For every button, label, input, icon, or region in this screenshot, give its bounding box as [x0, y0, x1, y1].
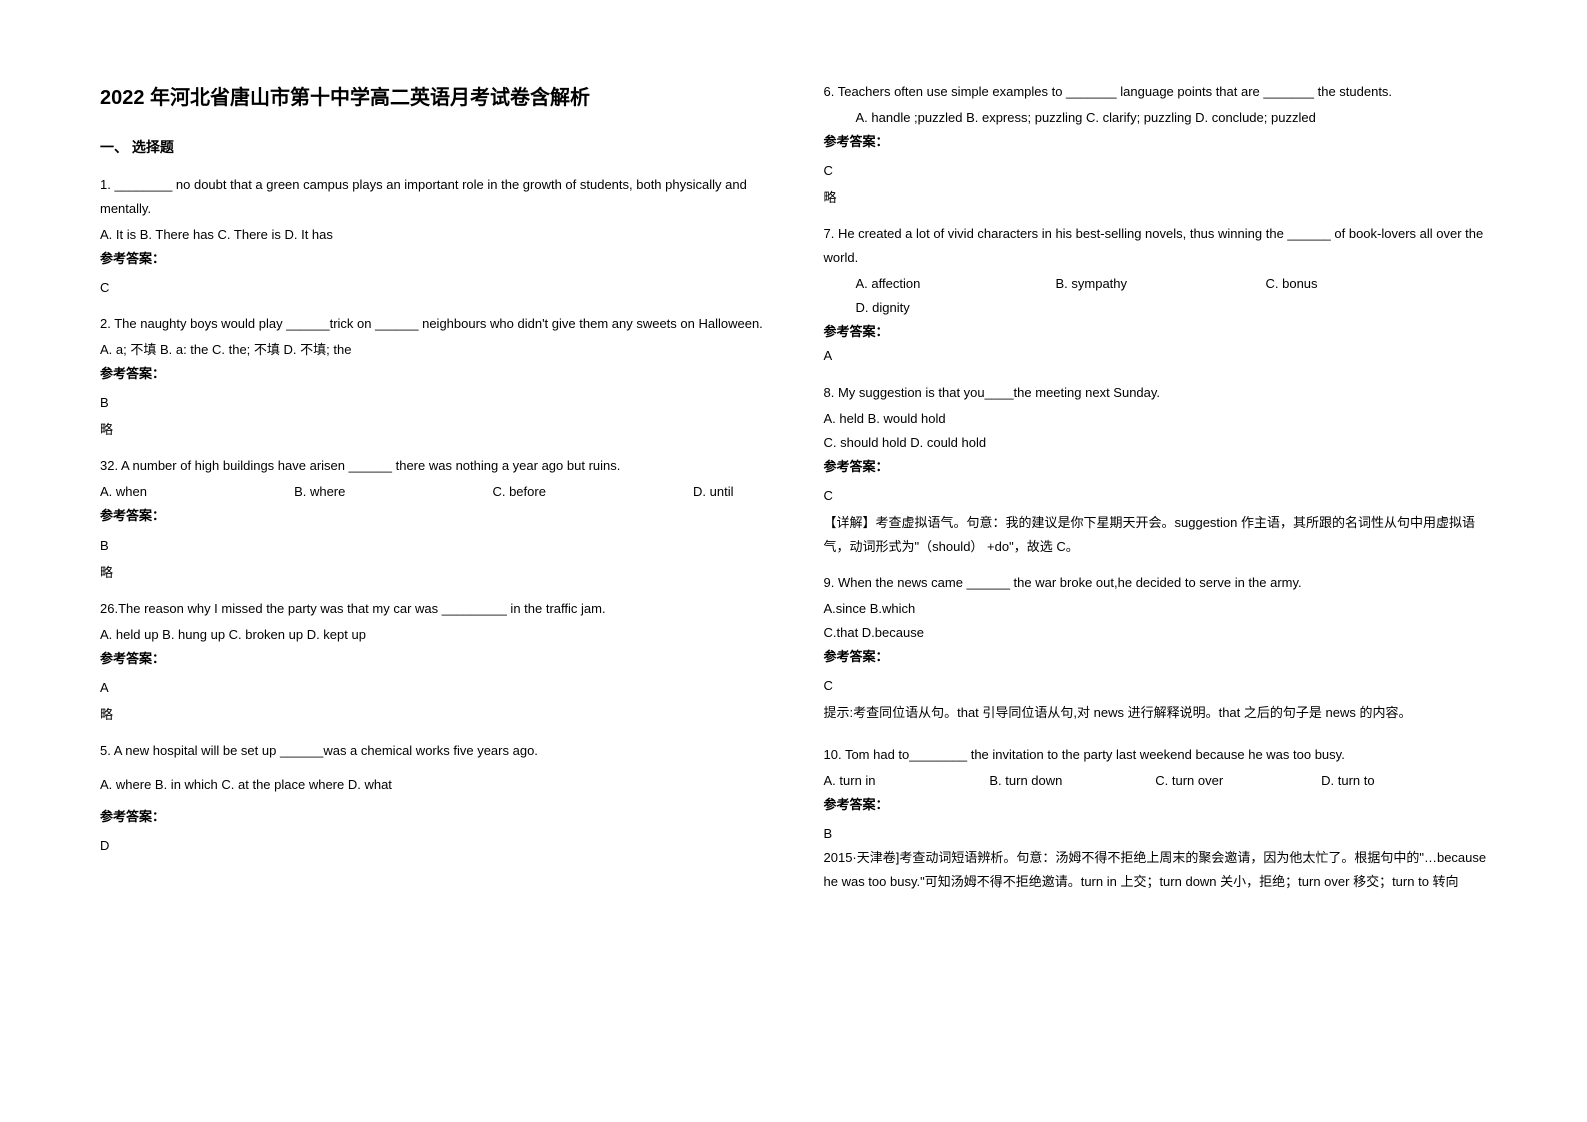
question-options: A. handle ;puzzled B. express; puzzling …	[824, 106, 1488, 130]
option-d: D. turn to	[1321, 769, 1487, 793]
option-b: B. turn down	[989, 769, 1155, 793]
option-c: C. bonus	[1266, 272, 1426, 296]
answer-label: 参考答案：	[100, 247, 764, 271]
answer-letter: A	[100, 676, 764, 700]
answer-explanation: 提示:考查同位语从句。that 引导同位语从句,对 news 进行解释说明。th…	[824, 701, 1488, 725]
answer-letter: B	[100, 534, 764, 558]
option-d: D. until	[693, 480, 733, 504]
answer-letter: D	[100, 834, 764, 858]
answer-letter: A	[824, 348, 833, 363]
question-block: 1. ________ no doubt that a green campus…	[100, 173, 764, 300]
option-a: A. turn in	[824, 769, 990, 793]
question-stem: 1. ________ no doubt that a green campus…	[100, 173, 764, 221]
option-a: A. affection	[856, 272, 1056, 296]
answer-label: 参考答案：	[824, 320, 1488, 344]
option-b: B. where	[294, 480, 345, 504]
answer-letter: B	[100, 391, 764, 415]
left-column: 2022 年河北省唐山市第十中学高二英语月考试卷含解析 一、 选择题 1. __…	[100, 80, 764, 1082]
question-options: A. a; 不填 B. a: the C. the; 不填 D. 不填; the	[100, 338, 764, 362]
option-b: B. sympathy	[1056, 272, 1266, 296]
question-block: 7. He created a lot of vivid characters …	[824, 222, 1488, 368]
question-block: 10. Tom had to________ the invitation to…	[824, 743, 1488, 894]
question-stem: 10. Tom had to________ the invitation to…	[824, 743, 1488, 767]
answer-letter: C	[100, 276, 764, 300]
answer-letter: B	[824, 822, 1488, 846]
section-heading: 一、 选择题	[100, 135, 764, 161]
answer-label: 参考答案：	[824, 645, 1488, 669]
question-block: 8. My suggestion is that you____the meet…	[824, 381, 1488, 559]
answer-brief: 略	[100, 561, 764, 585]
question-options: A. turn in B. turn down C. turn over D. …	[824, 769, 1488, 793]
question-stem: 7. He created a lot of vivid characters …	[824, 222, 1488, 270]
answer-letter: C	[824, 159, 1488, 183]
question-block: 32. A number of high buildings have aris…	[100, 454, 764, 584]
question-stem: 26.The reason why I missed the party was…	[100, 597, 764, 621]
question-stem: 5. A new hospital will be set up ______w…	[100, 739, 764, 763]
question-options-row: A.since B.which	[824, 597, 1488, 621]
question-stem: 32. A number of high buildings have aris…	[100, 454, 764, 478]
answer-label: 参考答案：	[824, 130, 1488, 154]
question-options-row: C.that D.because	[824, 621, 1488, 645]
document-title: 2022 年河北省唐山市第十中学高二英语月考试卷含解析	[100, 80, 764, 117]
question-stem: 6. Teachers often use simple examples to…	[824, 80, 1488, 104]
answer-letter: C	[824, 484, 1488, 508]
right-column: 6. Teachers often use simple examples to…	[824, 80, 1488, 1082]
question-options: A. when B. where C. before D. until	[100, 480, 764, 504]
question-options-row: C. should hold D. could hold	[824, 431, 1488, 455]
answer-brief: 略	[100, 703, 764, 727]
answer-label: 参考答案：	[824, 455, 1488, 479]
answer-letter: C	[824, 674, 1488, 698]
question-options: A. affection B. sympathy C. bonus	[824, 272, 1488, 296]
question-block: 5. A new hospital will be set up ______w…	[100, 739, 764, 858]
question-block: 2. The naughty boys would play ______tri…	[100, 312, 764, 442]
question-block: 26.The reason why I missed the party was…	[100, 597, 764, 727]
option-d: D. dignity	[824, 296, 1488, 320]
answer-explanation: 【详解】考查虚拟语气。句意：我的建议是你下星期天开会。suggestion 作主…	[824, 511, 1488, 559]
question-block: 9. When the news came ______ the war bro…	[824, 571, 1488, 725]
question-options: A. where B. in which C. at the place whe…	[100, 773, 764, 797]
option-a: A. when	[100, 480, 147, 504]
answer-brief: 略	[824, 186, 1488, 210]
answer-explanation: 2015·天津卷]考查动词短语辨析。句意：汤姆不得不拒绝上周末的聚会邀请，因为他…	[824, 850, 1487, 889]
answer-label: 参考答案：	[100, 362, 764, 386]
answer-brief: 略	[100, 418, 764, 442]
question-stem: 2. The naughty boys would play ______tri…	[100, 312, 764, 336]
option-c: C. turn over	[1155, 769, 1321, 793]
question-options: A. held up B. hung up C. broken up D. ke…	[100, 623, 764, 647]
question-block: 6. Teachers often use simple examples to…	[824, 80, 1488, 210]
answer-label: 参考答案：	[100, 647, 764, 671]
question-stem: 8. My suggestion is that you____the meet…	[824, 381, 1488, 405]
question-options: A. It is B. There has C. There is D. It …	[100, 223, 764, 247]
question-options-row: A. held B. would hold	[824, 407, 1488, 431]
answer-label: 参考答案：	[100, 504, 764, 528]
answer-label: 参考答案：	[824, 793, 1488, 817]
option-c: C. before	[492, 480, 545, 504]
question-stem: 9. When the news came ______ the war bro…	[824, 571, 1488, 595]
answer-label: 参考答案：	[100, 805, 764, 829]
